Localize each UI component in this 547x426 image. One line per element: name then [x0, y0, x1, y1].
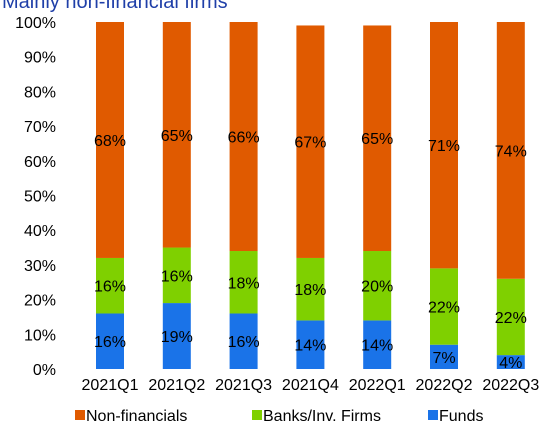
x-tick-label: 2022Q3: [482, 377, 539, 394]
bar-segment-non-financials-2022Q3: [496, 22, 525, 279]
y-tick-label: 100%: [15, 15, 56, 32]
x-tick-label: 2021Q4: [282, 377, 339, 394]
bar-segment-banks-inv-firms-2022Q3: [496, 278, 525, 356]
bar-segment-funds-2022Q3: [496, 355, 525, 369]
data-label: 19%: [161, 329, 193, 346]
legend-swatch-non-financials: [75, 410, 85, 420]
legend-swatch-funds: [428, 410, 438, 420]
y-tick-label: 70%: [24, 119, 56, 136]
x-tick-label: 2021Q3: [215, 377, 272, 394]
data-label: 16%: [94, 334, 126, 351]
y-tick-label: 90%: [24, 50, 56, 67]
bar-segment-funds-2021Q3: [229, 313, 258, 369]
y-tick-label: 0%: [33, 362, 56, 379]
x-tick-label: 2021Q2: [148, 377, 205, 394]
y-tick-label: 10%: [24, 327, 56, 344]
bar-segment-funds-2022Q2: [430, 344, 458, 369]
legend-label-banks-inv-firms: Banks/Inv. Firms: [263, 408, 381, 425]
data-label: 14%: [361, 338, 393, 355]
y-tick-label: 20%: [24, 293, 56, 310]
y-tick-label: 40%: [24, 223, 56, 240]
data-label: 16%: [161, 268, 193, 285]
data-label: 65%: [161, 128, 193, 145]
data-label: 20%: [361, 279, 393, 296]
data-label: 16%: [94, 279, 126, 296]
bar-segment-banks-inv-firms-2021Q1: [96, 257, 124, 314]
bar-segment-funds-2021Q1: [96, 313, 124, 369]
data-label: 65%: [361, 131, 393, 148]
chart-title: Mainly non-financial firms: [2, 0, 228, 13]
bar-segment-non-financials-2022Q2: [430, 22, 458, 269]
bar-segment-non-financials-2021Q1: [96, 22, 124, 258]
y-tick-label: 50%: [24, 189, 56, 206]
bar-segment-banks-inv-firms-2021Q4: [296, 257, 325, 321]
y-tick-label: 30%: [24, 258, 56, 275]
data-label: 18%: [294, 282, 326, 299]
legend-label-funds: Funds: [439, 408, 483, 425]
data-label: 68%: [94, 133, 126, 150]
bar-segment-funds-2021Q4: [296, 320, 325, 369]
bar-segment-banks-inv-firms-2021Q2: [162, 247, 191, 304]
legend-label-non-financials: Non-financials: [86, 408, 187, 425]
data-label: 14%: [294, 338, 326, 355]
bar-segment-banks-inv-firms-2022Q1: [363, 251, 392, 321]
data-label: 18%: [228, 275, 260, 292]
x-tick-label: 2022Q1: [349, 377, 406, 394]
bar-segment-funds-2022Q1: [363, 320, 392, 369]
data-label: 74%: [495, 143, 527, 160]
data-label: 7%: [432, 350, 455, 367]
bar-segment-banks-inv-firms-2022Q2: [430, 268, 458, 345]
bar-segment-funds-2021Q2: [162, 303, 191, 369]
data-label: 66%: [228, 130, 260, 147]
y-tick-label: 80%: [24, 84, 56, 101]
data-label: 71%: [428, 138, 460, 155]
bar-segment-non-financials-2021Q2: [162, 22, 191, 248]
bar-segment-non-financials-2022Q1: [363, 25, 392, 252]
data-label: 67%: [294, 135, 326, 152]
data-label: 4%: [499, 355, 522, 372]
data-label: 16%: [228, 334, 260, 351]
x-tick-label: 2021Q1: [82, 377, 139, 394]
bar-segment-non-financials-2021Q3: [229, 22, 258, 252]
bar-segment-non-financials-2021Q4: [296, 25, 325, 258]
bar-segment-banks-inv-firms-2021Q3: [229, 251, 258, 314]
data-label: 22%: [495, 310, 527, 327]
legend-swatch-banks-inv-firms: [252, 410, 262, 420]
data-label: 22%: [428, 300, 460, 317]
x-tick-label: 2022Q2: [416, 377, 473, 394]
y-tick-label: 60%: [24, 154, 56, 171]
